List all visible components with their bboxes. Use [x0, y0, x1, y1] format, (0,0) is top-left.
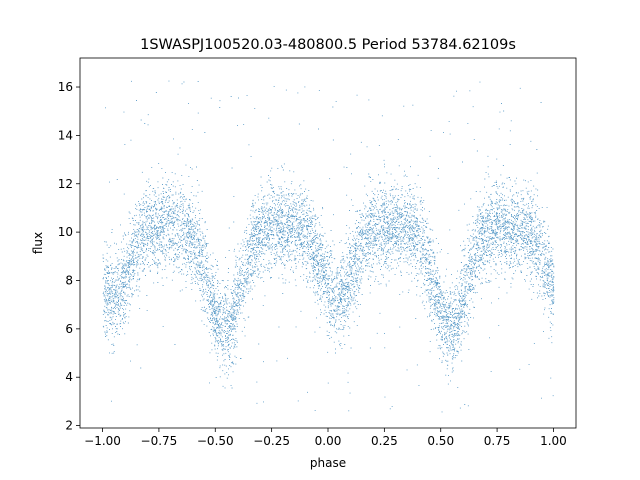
x-tick-label: −0.75	[141, 434, 178, 448]
y-axis: 2 4 6 8 10 12 14 16	[58, 80, 80, 433]
y-tick-label: 6	[65, 322, 73, 336]
y-axis-label: flux	[31, 232, 45, 254]
x-tick-label: 0.00	[315, 434, 342, 448]
y-tick-label: 2	[65, 419, 73, 433]
y-tick-label: 8	[65, 273, 73, 287]
x-axis-label: phase	[310, 456, 346, 470]
x-tick-label: −0.25	[253, 434, 290, 448]
x-tick-label: 1.00	[540, 434, 567, 448]
x-tick-label: −0.50	[197, 434, 234, 448]
flux-points	[102, 80, 555, 413]
x-tick-label: 0.25	[371, 434, 398, 448]
x-tick-label: 0.50	[427, 434, 454, 448]
y-tick-label: 4	[65, 370, 73, 384]
y-tick-label: 12	[58, 177, 73, 191]
x-axis: −1.00 −0.75 −0.50 −0.25 0.00 0.25 0.50 0.75 1.00	[84, 428, 567, 448]
chart-title: 1SWASPJ100520.03-480800.5 Period 53784.6…	[140, 37, 516, 53]
y-tick-label: 16	[58, 80, 73, 94]
x-tick-label: 0.75	[484, 434, 511, 448]
x-tick-label: −1.00	[84, 434, 121, 448]
y-tick-label: 10	[58, 225, 73, 239]
y-tick-label: 14	[58, 128, 73, 142]
data-points	[102, 80, 555, 413]
